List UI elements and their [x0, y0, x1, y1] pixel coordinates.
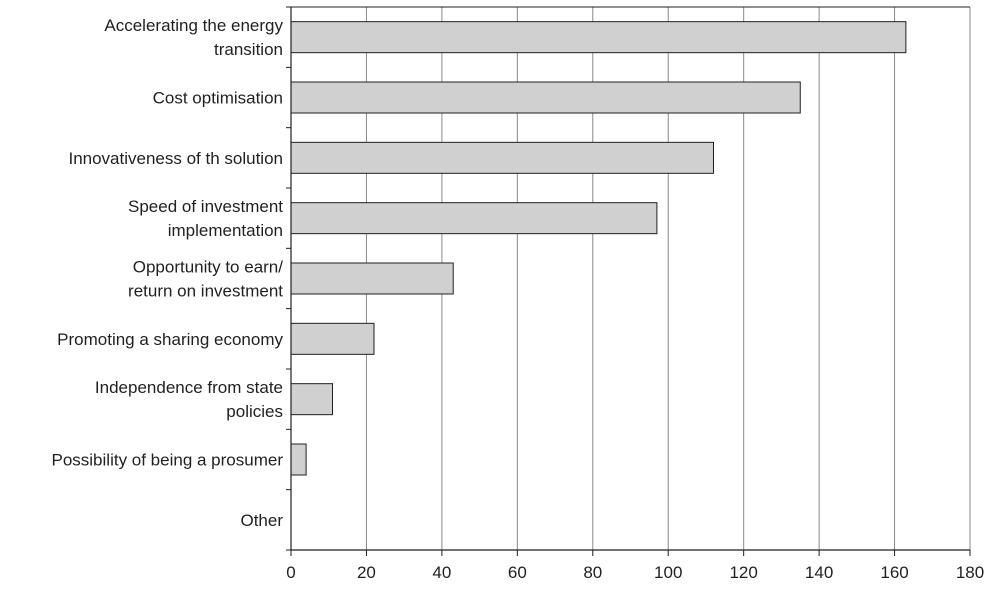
bars [290, 21, 907, 476]
category-labels: Accelerating the energy transition Cost op… [51, 16, 283, 530]
category-label: Cost optimisation [153, 89, 283, 108]
category-label: policies [226, 402, 283, 421]
x-tick-label: 80 [583, 563, 602, 582]
x-tick-label: 60 [508, 563, 527, 582]
axes [286, 6, 971, 556]
category-label: Promoting a sharing economy [57, 330, 283, 349]
category-label: Possibility of being a prosumer [51, 451, 283, 470]
category-label: return on investment [128, 282, 283, 301]
category-label: Innovativeness of th solution [68, 149, 283, 168]
category-label: transition [214, 40, 283, 59]
bar-3 [290, 202, 658, 235]
bar-5 [290, 322, 375, 355]
x-tick-label: 180 [956, 563, 984, 582]
bar-6 [290, 383, 333, 416]
bar-7 [290, 443, 307, 476]
category-label: Speed of investment [128, 197, 283, 216]
x-tick-label: 160 [880, 563, 908, 582]
x-tick-label: 20 [357, 563, 376, 582]
bar-4 [290, 262, 454, 295]
bar-2 [290, 141, 714, 174]
category-label: Accelerating the energy [104, 16, 283, 35]
x-tick-label: 40 [432, 563, 451, 582]
bar-1 [290, 81, 801, 114]
category-label: implementation [168, 221, 283, 240]
category-label: Opportunity to earn/ [133, 258, 284, 277]
x-tick-label: 140 [805, 563, 833, 582]
x-tick-label: 0 [286, 563, 295, 582]
x-tick-label: 100 [654, 563, 682, 582]
category-label: Other [240, 511, 283, 530]
x-tick-labels: 0 20 40 60 80 100 120 140 160 180 [286, 563, 984, 582]
bar-0 [290, 21, 907, 54]
category-label: Independence from state [95, 378, 283, 397]
x-tick-label: 120 [729, 563, 757, 582]
